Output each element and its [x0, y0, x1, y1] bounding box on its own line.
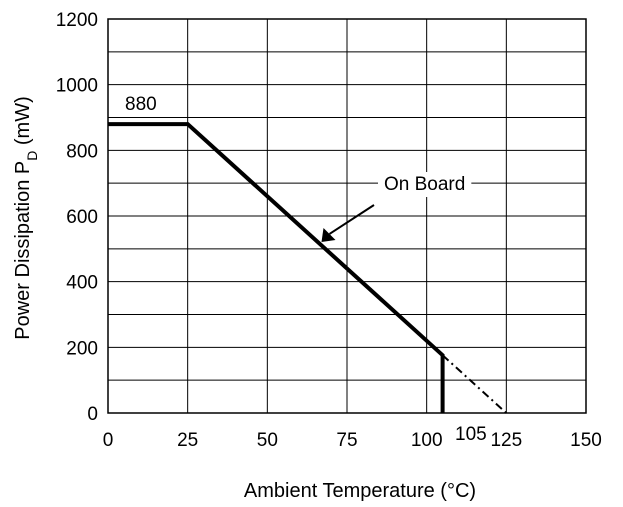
x-tick-100: 100 — [411, 430, 443, 451]
grid-lines — [108, 19, 586, 413]
on-board-label-background — [378, 172, 472, 197]
y-tick-400: 400 — [66, 273, 98, 294]
x-axis-title: Ambient Temperature (°C) — [244, 480, 476, 502]
on-board-arrowhead — [321, 227, 336, 242]
y-tick-1000: 1000 — [56, 76, 98, 97]
y-tick-labels: 0 200 400 600 800 1000 1200 — [56, 10, 98, 425]
y-tick-200: 200 — [66, 338, 98, 359]
y-tick-600: 600 — [66, 207, 98, 228]
on-board-leader — [321, 204, 375, 242]
x-tick-125: 125 — [490, 430, 522, 451]
x-tick-25: 25 — [177, 430, 198, 451]
series-layer — [108, 122, 507, 414]
y-tick-800: 800 — [66, 141, 98, 162]
series-line-on-board — [108, 122, 445, 413]
y-axis-title: Power Dissipation PD (mW) — [12, 96, 40, 340]
annotation-on-board: On Board — [384, 174, 465, 195]
y-tick-0: 0 — [87, 404, 98, 425]
y-axis-title-main: Power Dissipation P — [12, 161, 34, 340]
y-tick-1200: 1200 — [56, 10, 98, 31]
plot-frame — [107, 18, 587, 414]
x-tick-50: 50 — [257, 430, 278, 451]
annotation-105: 105 — [455, 424, 487, 445]
y-axis-title-subscript: D — [24, 151, 40, 161]
on-board-leader-line — [328, 204, 375, 235]
x-tick-labels: 0 25 50 75 100 125 150 — [103, 430, 602, 451]
x-tick-75: 75 — [336, 430, 357, 451]
series-line-extrapolation-1 — [441, 354, 507, 414]
x-tick-150: 150 — [570, 430, 602, 451]
y-axis-title-unit: (mW) — [12, 96, 34, 150]
x-tick-0: 0 — [103, 430, 114, 451]
annotation-880: 880 — [125, 94, 157, 115]
